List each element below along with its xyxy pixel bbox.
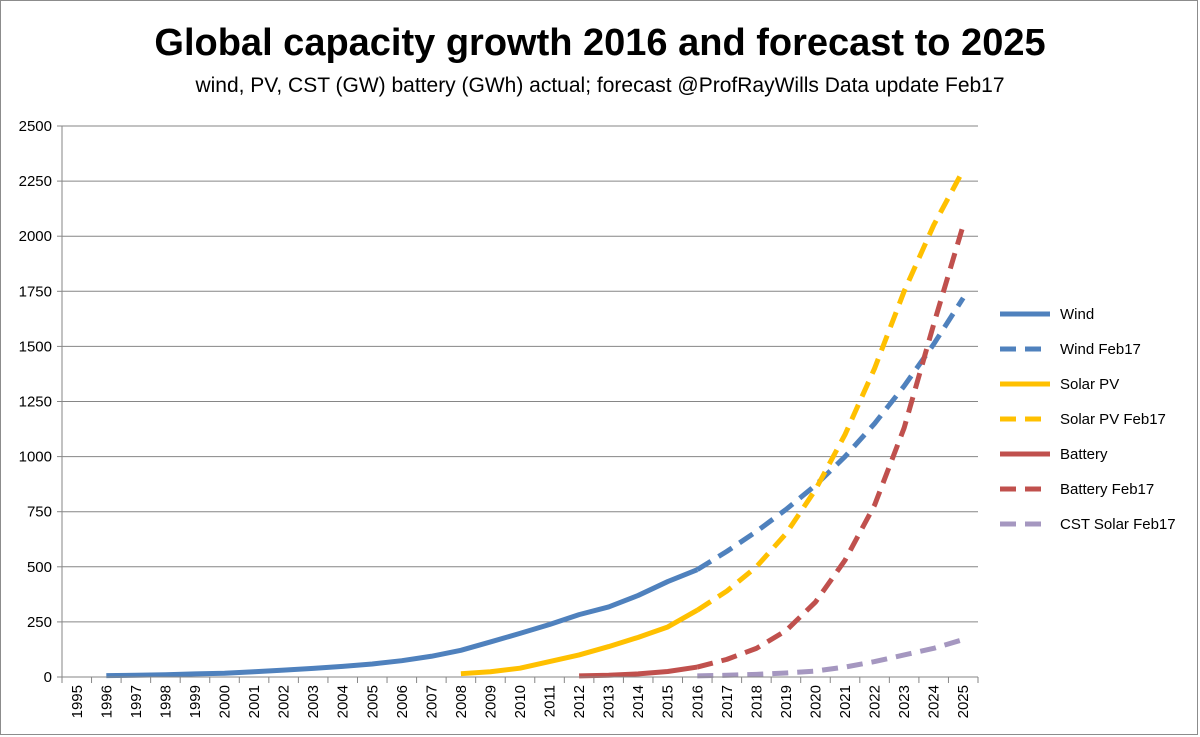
y-tick-label: 750 [27,504,52,521]
y-axis-ticks: 0 250 500 750 1000 1250 1500 1750 2000 2250 2500 [19,118,62,686]
x-tick-label: 1996 [98,685,115,718]
x-tick-label: 1999 [187,685,204,718]
y-tick-label: 2500 [19,118,52,135]
y-tick-label: 250 [27,614,52,631]
y-tick-label: 1750 [19,283,52,300]
x-tick-label: 2009 [482,685,499,718]
x-tick-label: 2018 [748,685,765,718]
x-tick-label: 2016 [689,685,706,718]
legend-label: Solar PV Feb17 [1060,411,1166,428]
series-line-solar-pv-feb17 [695,168,966,613]
x-tick-label: 2022 [867,685,884,718]
y-tick-label: 1000 [19,449,52,466]
x-tick-label: 2014 [630,685,647,718]
x-tick-label: 2002 [276,685,293,718]
x-tick-label: 2021 [837,685,854,718]
x-tick-label: 2004 [335,685,352,718]
x-tick-label: 2013 [601,685,618,718]
y-tick-label: 2250 [19,173,52,190]
gridlines [62,125,978,623]
x-tick-label: 2025 [955,685,972,718]
legend: Wind Wind Feb17 Solar PV Solar PV Feb17 Batt… [1000,306,1176,533]
x-tick-label: 2012 [571,685,588,718]
legend-label: Battery [1060,446,1108,463]
y-tick-label: 1500 [19,338,52,355]
y-tick-label: 500 [27,559,52,576]
x-tick-label: 1995 [69,685,86,718]
series-line-wind-feb17 [695,296,966,572]
x-tick-label: 2023 [896,685,913,718]
series-lines [106,168,966,679]
x-tick-label: 2024 [926,685,943,718]
x-tick-label: 2011 [542,685,559,717]
series-line-battery [579,664,698,679]
legend-label: Solar PV [1060,376,1119,393]
x-tick-label: 2007 [423,685,440,718]
x-tick-label: 2000 [217,685,234,718]
x-tick-label: 1997 [128,685,145,718]
legend-label: CST Solar Feb17 [1060,516,1176,533]
series-line-battery-feb17 [696,224,966,670]
legend-label: Battery Feb17 [1060,481,1154,498]
x-tick-label: 2020 [807,685,824,718]
x-tick-label: 2017 [719,685,736,718]
y-tick-label: 0 [44,669,52,686]
x-tick-label: 2019 [778,685,795,718]
legend-label: Wind Feb17 [1060,341,1141,358]
x-tick-label: 2001 [246,685,263,718]
chart-title: Global capacity growth 2016 and forecast… [154,22,1046,64]
series-line-cst-solar-feb17 [697,637,964,679]
y-tick-label: 1250 [19,394,52,411]
x-tick-label: 2010 [512,685,529,718]
x-tick-label: 2003 [305,685,322,718]
series-line-wind [106,567,699,679]
chart-subtitle: wind, PV, CST (GW) battery (GWh) actual;… [195,74,1005,97]
x-tick-label: 1998 [157,685,174,718]
y-tick-label: 2000 [19,228,52,245]
x-axis-ticks: 1995 1996 1997 1998 1999 2000 2001 2002 2003 2004… [61,677,979,718]
legend-label: Wind [1060,306,1094,323]
x-tick-label: 2006 [394,685,411,718]
axes [61,126,978,678]
x-tick-label: 2008 [453,685,470,718]
x-tick-label: 2015 [660,685,677,718]
series-line-solar-pv [460,608,699,677]
x-tick-label: 2005 [364,685,381,718]
